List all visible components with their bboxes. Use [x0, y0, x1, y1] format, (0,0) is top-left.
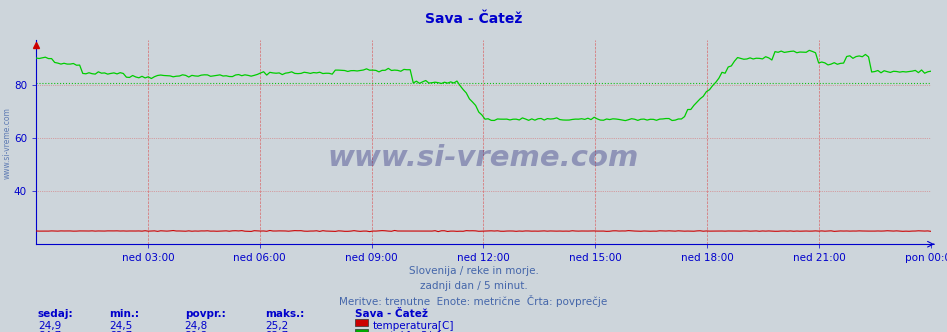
- Text: 80,8: 80,8: [185, 331, 207, 332]
- Text: maks.:: maks.:: [265, 309, 304, 319]
- Text: 24,5: 24,5: [109, 321, 133, 331]
- Text: Sava - Čatež: Sava - Čatež: [355, 309, 428, 319]
- Text: 24,8: 24,8: [185, 321, 208, 331]
- Text: pretok[m3/s]: pretok[m3/s]: [373, 331, 441, 332]
- Text: 24,9: 24,9: [38, 321, 62, 331]
- Text: Meritve: trenutne  Enote: metrične  Črta: povprečje: Meritve: trenutne Enote: metrične Črta: …: [339, 295, 608, 307]
- Text: 92,7: 92,7: [265, 331, 289, 332]
- Text: Sava - Čatež: Sava - Čatež: [425, 12, 522, 26]
- Text: sedaj:: sedaj:: [38, 309, 74, 319]
- Text: povpr.:: povpr.:: [185, 309, 225, 319]
- Text: 68,7: 68,7: [109, 331, 133, 332]
- Text: temperatura[C]: temperatura[C]: [373, 321, 455, 331]
- Text: www.si-vreme.com: www.si-vreme.com: [328, 144, 639, 172]
- Text: zadnji dan / 5 minut.: zadnji dan / 5 minut.: [420, 281, 527, 290]
- Text: 25,2: 25,2: [265, 321, 289, 331]
- Text: Slovenija / reke in morje.: Slovenija / reke in morje.: [408, 266, 539, 276]
- Text: www.si-vreme.com: www.si-vreme.com: [3, 107, 12, 179]
- Text: min.:: min.:: [109, 309, 139, 319]
- Text: 84,7: 84,7: [38, 331, 62, 332]
